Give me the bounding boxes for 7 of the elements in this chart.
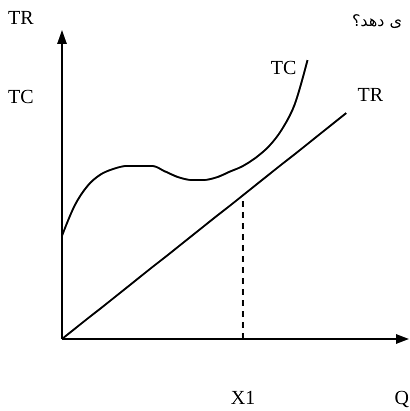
text: TC <box>8 86 34 108</box>
x-axis-title: Q <box>394 387 410 409</box>
series-label: TC <box>270 57 296 79</box>
text: ی دهد؟ <box>352 11 402 30</box>
series-label: TR <box>358 84 384 106</box>
y-axis-title: TR <box>8 7 34 29</box>
text: X1 <box>230 387 256 409</box>
